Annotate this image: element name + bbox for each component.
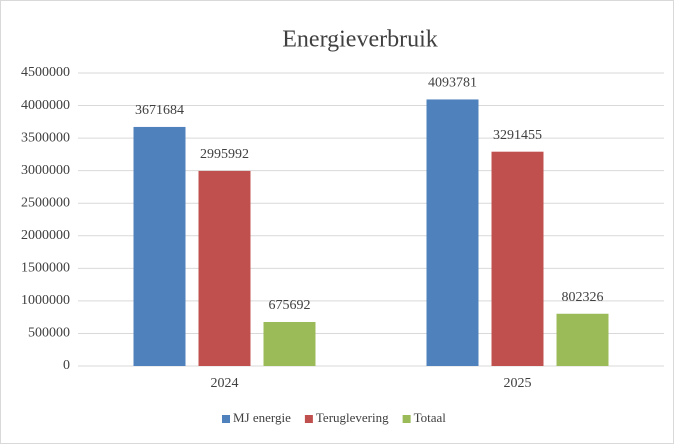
bar	[491, 151, 544, 366]
bar	[133, 126, 186, 366]
legend-label: Totaal	[414, 410, 447, 425]
bar	[263, 322, 316, 366]
legend-swatch	[304, 415, 313, 423]
bar	[198, 170, 251, 366]
data-label: 3671684	[135, 103, 184, 118]
data-label: 675692	[269, 298, 311, 313]
y-tick-label: 2500000	[21, 195, 70, 210]
y-tick-label: 1500000	[21, 261, 70, 276]
y-tick-label: 4500000	[21, 65, 70, 80]
bar	[556, 313, 609, 366]
bar	[426, 99, 479, 366]
y-tick-label: 0	[63, 358, 70, 373]
legend-swatch	[402, 415, 411, 423]
legend-label: Teruglevering	[316, 410, 389, 425]
data-label: 2995992	[200, 147, 249, 162]
data-label: 3291455	[493, 128, 542, 143]
y-tick-label: 3500000	[21, 130, 70, 145]
legend-label: MJ energie	[233, 410, 291, 425]
legend-swatch	[222, 415, 230, 423]
y-tick-label: 2000000	[21, 228, 70, 243]
y-tick-label: 4000000	[21, 98, 70, 113]
y-tick-label: 500000	[28, 326, 70, 341]
x-tick-label: 2025	[504, 376, 532, 391]
x-tick-label: 2024	[211, 376, 239, 391]
y-tick-label: 3000000	[21, 163, 70, 178]
y-tick-label: 1000000	[21, 293, 70, 308]
chart-title: Energieverbruik	[282, 27, 438, 53]
data-label: 4093781	[428, 76, 477, 91]
data-label: 802326	[562, 290, 604, 305]
